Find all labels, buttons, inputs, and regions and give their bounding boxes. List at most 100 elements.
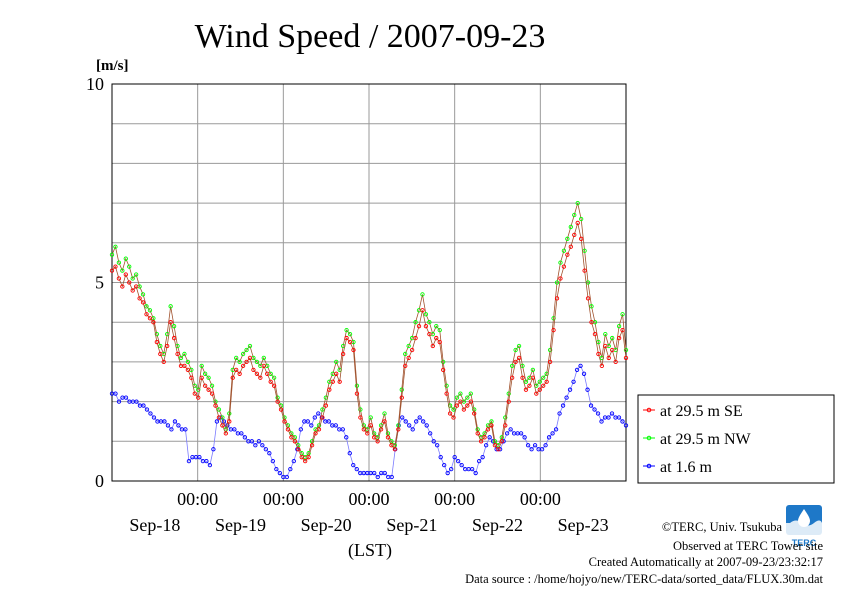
x-tick-label: 00:00 [177,489,218,509]
data-point [572,212,577,218]
data-point [237,359,242,365]
data-point [623,355,629,361]
data-point [541,375,546,380]
data-point [451,407,456,412]
data-point [434,335,439,341]
data-point [396,427,401,432]
data-point [483,443,489,448]
data-point [358,407,363,412]
data-point [427,331,432,337]
y-tick-label: 5 [95,273,104,293]
data-point [522,435,527,440]
y-unit-label: [m/s] [96,58,129,74]
data-point [454,395,460,400]
data-point [144,407,150,412]
data-point [437,327,442,333]
x-axis-label: (LST) [348,540,392,561]
data-point [574,367,580,372]
data-point [506,399,511,404]
data-point [354,383,360,388]
data-point [581,371,587,376]
data-point [372,435,377,440]
data-point [267,451,272,456]
data-point [144,312,149,317]
data-point [539,447,545,452]
data-point [585,387,590,392]
data-point [465,395,470,400]
data-point [452,455,457,460]
data-point [306,455,311,460]
data-point [254,371,260,376]
data-point [375,439,380,444]
data-point [316,427,322,432]
data-point [489,419,494,424]
data-point [186,458,192,464]
data-point [504,431,510,436]
data-point [113,264,118,269]
data-point [168,304,173,309]
data-point [249,439,255,444]
data-point [575,220,580,226]
data-point [456,458,461,464]
data-point [561,264,567,269]
data-point [547,347,553,353]
data-point [337,379,342,384]
data-point [558,260,563,265]
data-point [182,351,187,357]
data-point [199,375,204,380]
data-point [144,304,149,309]
data-point [430,343,435,349]
data-point [196,395,201,400]
data-point [372,470,377,476]
data-point [537,379,542,384]
data-point [516,355,522,361]
data-point [480,455,485,460]
data-point [323,403,329,408]
data-point [424,423,429,428]
data-point [244,359,249,365]
data-point [437,339,442,345]
data-point [282,419,287,424]
credit-created: Created Automatically at 2007-09-23/23:3… [589,555,823,569]
data-point [204,458,209,464]
data-point [116,276,122,281]
data-point [431,439,436,444]
plot-series [109,200,629,480]
data-point [256,439,262,444]
data-point [420,308,425,313]
data-point [609,411,615,416]
data-point [423,312,429,317]
data-point [623,347,629,353]
data-point [344,335,349,341]
data-point [550,431,555,436]
data-point [620,419,625,424]
data-point [499,439,504,444]
data-point [169,427,174,432]
data-point [183,427,188,432]
data-point [351,462,356,468]
data-point [303,458,308,464]
data-point [469,466,475,472]
y-axis-ticks: 0 5 10 [86,74,104,491]
data-point [296,447,301,452]
data-point [305,419,310,424]
data-point [428,431,433,436]
data-point [616,335,622,341]
data-point [354,391,360,396]
data-point [435,443,440,448]
plot-grid [112,84,626,481]
data-point [579,236,584,241]
data-point [423,324,429,329]
data-point [326,419,331,424]
data-point [232,427,237,432]
data-point [588,403,594,408]
data-point [271,375,277,380]
data-point [127,264,132,269]
data-point [414,419,419,424]
data-point [525,443,531,448]
data-point [596,351,601,357]
data-point [260,443,265,448]
data-point [340,351,346,357]
data-point [575,200,580,206]
